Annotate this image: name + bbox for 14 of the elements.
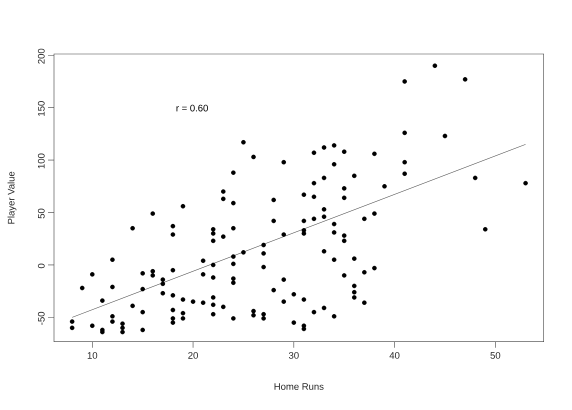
x-axis-title: Home Runs (274, 383, 324, 390)
y-tick-label: 150 (38, 101, 45, 116)
y-tick-label: 0 (38, 264, 45, 268)
x-tick-label: 10 (88, 352, 98, 359)
y-tick-label: -50 (38, 312, 45, 325)
y-axis-title: Player Value (8, 172, 16, 224)
x-tick-label: 30 (288, 352, 299, 359)
y-tick-label: 50 (38, 208, 45, 218)
y-tick-label: 100 (38, 154, 45, 168)
x-tick-label: 40 (390, 352, 400, 359)
y-tick-label: 200 (38, 48, 45, 64)
x-tick-label: 50 (490, 352, 500, 359)
annotation: r = 0.60 (176, 104, 208, 112)
x-tick-label: 20 (188, 352, 198, 359)
